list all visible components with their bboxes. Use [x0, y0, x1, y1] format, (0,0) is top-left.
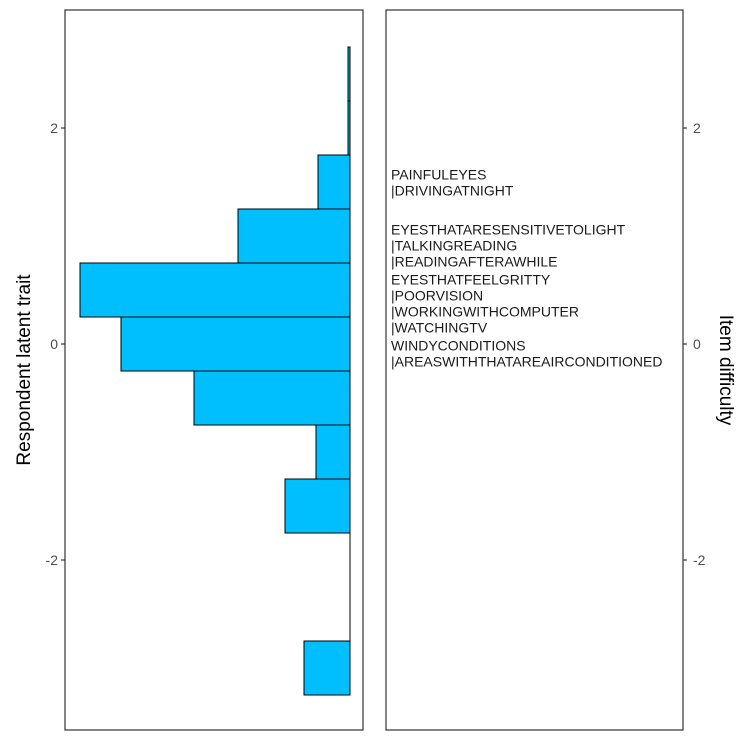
item-label: EYESTHATFEELGRITTY — [391, 272, 551, 288]
item-label: PAINFULEYES — [391, 166, 486, 182]
item-label: |WATCHINGTV — [391, 320, 488, 336]
item-label: WINDYCONDITIONS — [391, 338, 526, 354]
item-label: |POORVISION — [391, 288, 483, 304]
item-labels: PAINFULEYES|DRIVINGATNIGHT EYESTHATARESEN… — [391, 166, 662, 369]
item-label: |READINGAFTERAWHILE — [391, 254, 557, 270]
left-panel-border — [64, 9, 364, 731]
histogram-bar — [317, 154, 351, 210]
right-panel-border — [385, 9, 684, 731]
histogram-bar — [79, 262, 351, 318]
y-tick-label: 0 — [693, 336, 701, 352]
item-label: |AREASWITHTHATAREAIRCONDITIONED — [391, 354, 662, 370]
y-tick-label: 0 — [50, 336, 58, 352]
item-label: |TALKINGREADING — [391, 238, 517, 254]
y-axis-title-right: Item difficulty — [715, 315, 736, 426]
item-label: |DRIVINGATNIGHT — [391, 182, 514, 198]
histogram-bar — [315, 424, 351, 480]
histogram-bar — [120, 316, 351, 372]
y-tick-label: 2 — [50, 120, 58, 136]
histogram-bar — [284, 478, 351, 534]
histogram-bar — [303, 640, 351, 696]
histogram-bar — [237, 208, 351, 264]
y-tick-label: -2 — [693, 552, 706, 568]
y-axis-title-left: Respondent latent trait — [14, 274, 35, 466]
y-tick-label: -2 — [46, 552, 59, 568]
y-tick-label: 2 — [693, 120, 701, 136]
item-label: EYESTHATARESENSITIVETOLIGHT — [391, 222, 626, 238]
item-label: |WORKINGWITHCOMPUTER — [391, 304, 579, 320]
histogram-bar — [193, 370, 351, 426]
